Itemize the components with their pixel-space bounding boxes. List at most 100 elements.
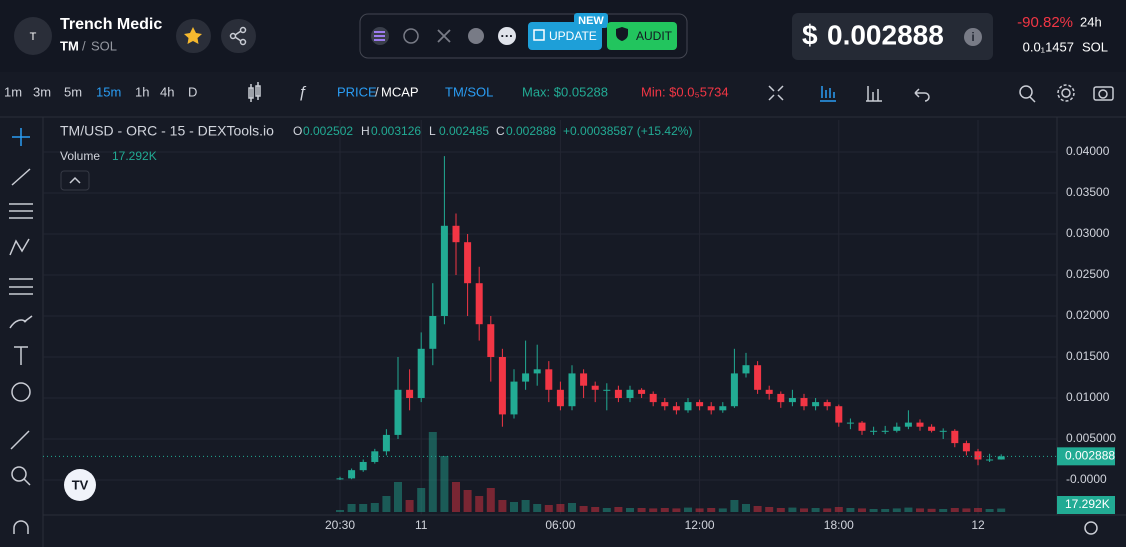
volume-bar bbox=[649, 508, 658, 512]
x-tick-label: 18:00 bbox=[824, 518, 854, 532]
interval[interactable]: 5m bbox=[64, 84, 82, 99]
volume-bar bbox=[707, 508, 716, 512]
candle-body bbox=[626, 389, 634, 399]
tv-logo-text: TV bbox=[72, 477, 89, 492]
volume-bar bbox=[602, 508, 611, 512]
mcap-toggle[interactable]: MCAP bbox=[381, 84, 419, 99]
update-button[interactable] bbox=[528, 22, 602, 50]
collapse-icon bbox=[69, 176, 81, 184]
candle-body bbox=[440, 225, 448, 316]
interval[interactable]: 1m bbox=[4, 84, 22, 99]
more-dots: ··· bbox=[501, 28, 514, 43]
candle-body bbox=[533, 369, 541, 374]
volume-bar bbox=[997, 508, 1006, 512]
candle-body bbox=[754, 365, 762, 390]
volume-bar bbox=[800, 508, 808, 512]
volume-bar bbox=[486, 488, 495, 512]
telegram-icon[interactable] bbox=[468, 28, 484, 44]
volume-bar bbox=[452, 482, 460, 512]
candle-type-icon[interactable] bbox=[248, 82, 261, 102]
last-price-label: 0.002888 bbox=[1065, 449, 1115, 463]
volume-title: Volume bbox=[60, 149, 100, 163]
solana-mark bbox=[374, 31, 385, 41]
pair-toggle[interactable]: TM/SOL bbox=[445, 84, 493, 99]
shield-icon bbox=[616, 27, 628, 41]
volume-bar bbox=[568, 503, 576, 512]
interval[interactable]: 3m bbox=[33, 84, 51, 99]
volume-bar bbox=[927, 508, 936, 512]
more-icon[interactable] bbox=[498, 27, 516, 45]
candle-body bbox=[498, 357, 506, 415]
x-icon[interactable] bbox=[437, 29, 451, 43]
candle-body bbox=[858, 422, 866, 431]
avatar bbox=[14, 17, 52, 55]
x-tick-label: 20:30 bbox=[325, 518, 355, 532]
candle-body bbox=[812, 402, 820, 407]
x-tick-label: 11 bbox=[415, 518, 428, 532]
volume-bar bbox=[695, 508, 704, 512]
volume-bar bbox=[637, 508, 646, 512]
candle-body bbox=[382, 434, 390, 452]
y-tick-label: 0.02000 bbox=[1066, 308, 1110, 322]
volume-bar bbox=[869, 509, 878, 512]
info-icon[interactable] bbox=[964, 28, 982, 46]
y-tick-label: 0.03500 bbox=[1066, 185, 1110, 199]
candle-body bbox=[614, 389, 622, 399]
candle-body bbox=[893, 426, 901, 431]
drawing-tools[interactable] bbox=[9, 128, 33, 534]
candle-body bbox=[881, 430, 889, 432]
toolbar-icons[interactable] bbox=[768, 84, 1114, 103]
interval[interactable]: D bbox=[188, 84, 197, 99]
volume-bar bbox=[556, 504, 565, 512]
settings-icon[interactable] bbox=[1084, 521, 1098, 535]
candle-body bbox=[707, 406, 715, 411]
volume-bar bbox=[962, 508, 971, 512]
volume-bar bbox=[463, 490, 472, 512]
volume-bar bbox=[892, 508, 901, 512]
web-icon[interactable] bbox=[403, 28, 419, 44]
price-toggle[interactable]: PRICE bbox=[337, 84, 377, 99]
volume-bar bbox=[521, 500, 530, 512]
candle-body bbox=[603, 389, 611, 391]
candle-body bbox=[510, 381, 518, 415]
candle-body bbox=[870, 430, 878, 432]
interval[interactable]: 4h bbox=[160, 84, 174, 99]
volume-bar bbox=[904, 507, 913, 512]
volume-bar bbox=[475, 496, 484, 512]
collapse-button[interactable] bbox=[60, 170, 90, 191]
indicators-icon[interactable]: ƒ bbox=[298, 84, 307, 101]
volume-bar bbox=[823, 508, 832, 512]
candle-body bbox=[487, 324, 495, 358]
share-button[interactable] bbox=[221, 19, 256, 53]
change: -90.82% bbox=[1017, 14, 1073, 31]
volume-bar bbox=[336, 510, 344, 512]
candle-body bbox=[475, 283, 483, 325]
candle-body bbox=[464, 242, 472, 284]
candle-body bbox=[568, 373, 576, 407]
candle-body bbox=[904, 422, 912, 427]
candle-body bbox=[591, 385, 599, 390]
x-tick-label: 12 bbox=[971, 518, 985, 532]
candle-body bbox=[846, 422, 854, 424]
candle-body bbox=[777, 393, 785, 403]
volume-bar bbox=[858, 508, 866, 512]
volume-bar bbox=[834, 507, 843, 512]
candle-body bbox=[336, 478, 344, 480]
volume-bar bbox=[405, 500, 414, 512]
ohlc-key: L bbox=[429, 124, 436, 138]
candle-body bbox=[371, 451, 379, 462]
interval[interactable]: 15m bbox=[96, 84, 121, 99]
quote: SOL bbox=[91, 38, 117, 53]
candle-body bbox=[661, 402, 669, 407]
interval[interactable]: 1h bbox=[135, 84, 149, 99]
volume-bar bbox=[382, 496, 391, 512]
candle-body bbox=[452, 225, 460, 243]
volume-bar bbox=[510, 502, 518, 512]
candle-body bbox=[939, 430, 947, 432]
candle-body bbox=[417, 348, 425, 399]
candle-body bbox=[951, 430, 959, 444]
y-tick-label: -0.0000 bbox=[1066, 472, 1107, 486]
last-price-tag bbox=[1057, 447, 1115, 466]
y-tick-label: 0.04000 bbox=[1066, 144, 1110, 158]
